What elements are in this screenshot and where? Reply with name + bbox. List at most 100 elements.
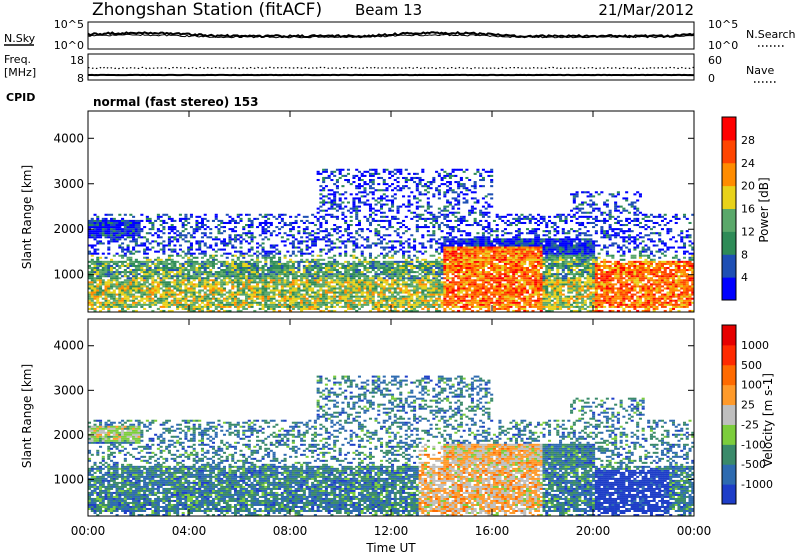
heatmap-cell <box>393 273 397 276</box>
heatmap-cell <box>371 285 375 288</box>
heatmap-cell <box>429 273 433 276</box>
heatmap-cell <box>490 273 494 276</box>
heatmap-cell <box>426 289 430 292</box>
heatmap-cell <box>415 172 419 175</box>
heatmap-cell <box>377 303 381 306</box>
heatmap-cell <box>195 248 199 251</box>
heatmap-cell <box>217 228 221 231</box>
heatmap-cell <box>399 283 403 286</box>
heatmap-cell <box>256 269 260 272</box>
heatmap-cell <box>374 305 378 308</box>
heatmap-cell <box>388 256 392 259</box>
heatmap-cell <box>473 248 477 251</box>
heatmap-cell <box>344 205 348 208</box>
heatmap-cell <box>399 297 403 300</box>
heatmap-cell <box>165 271 169 274</box>
heatmap-cell <box>112 254 116 257</box>
heatmap-cell <box>198 285 202 288</box>
heatmap-cell <box>275 262 279 265</box>
heatmap-cell <box>189 264 193 267</box>
heatmap-cell <box>236 234 240 237</box>
heatmap-cell <box>118 254 122 257</box>
heatmap-cell <box>280 285 284 288</box>
heatmap-cell <box>261 283 265 286</box>
heatmap-cell <box>470 242 474 245</box>
heatmap-cell <box>410 176 414 179</box>
heatmap-cell <box>399 279 403 282</box>
heatmap-cell <box>391 281 395 284</box>
heatmap-cell <box>443 271 447 274</box>
heatmap-cell <box>479 246 483 249</box>
heatmap-cell <box>402 256 406 259</box>
heatmap-cell <box>327 248 331 251</box>
heatmap-cell <box>451 228 455 231</box>
heatmap-cell <box>335 203 339 206</box>
heatmap-cell <box>379 207 384 210</box>
heatmap-cell <box>189 226 193 229</box>
heatmap-cell <box>382 215 386 218</box>
heatmap-cell <box>399 187 403 190</box>
heatmap-cell <box>355 303 359 306</box>
heatmap-cell <box>415 215 419 218</box>
heatmap-cell <box>311 273 315 276</box>
heatmap-cell <box>415 303 419 306</box>
heatmap-cell <box>126 303 130 306</box>
heatmap-cell <box>278 309 282 312</box>
heatmap-cell <box>490 197 494 200</box>
heatmap-cell <box>333 191 337 194</box>
heatmap-cell <box>286 291 290 294</box>
heatmap-cell <box>247 226 251 229</box>
heatmap-cell <box>407 244 411 247</box>
heatmap-cell <box>363 195 367 198</box>
heatmap-cell <box>192 232 196 235</box>
heatmap-cell <box>200 224 204 227</box>
heatmap-cell <box>313 305 317 308</box>
heatmap-cell <box>225 266 229 270</box>
heatmap-cell <box>333 199 337 202</box>
heatmap-cell <box>107 248 111 251</box>
heatmap-cell <box>432 264 436 267</box>
heatmap-cell <box>366 297 370 300</box>
heatmap-cell <box>492 240 496 243</box>
heatmap-cell <box>404 260 408 263</box>
heatmap-cell <box>245 264 249 267</box>
heatmap-cell <box>487 232 491 235</box>
heatmap-cell <box>459 240 463 243</box>
heatmap-cell <box>426 260 430 263</box>
heatmap-cell <box>104 226 108 229</box>
heatmap-cell <box>167 287 171 290</box>
heatmap-cell <box>391 295 395 298</box>
heatmap-cell <box>123 299 127 302</box>
heatmap-cell <box>132 246 136 249</box>
heatmap-cell <box>377 176 381 179</box>
heatmap-cell <box>311 240 315 243</box>
heatmap-cell <box>189 213 193 216</box>
heatmap-cell <box>437 295 441 298</box>
heatmap-cell <box>360 279 364 282</box>
heatmap-cell <box>415 207 419 210</box>
heatmap-cell <box>319 197 323 200</box>
heatmap-cell <box>145 232 149 235</box>
heatmap-cell <box>267 252 271 255</box>
heatmap-cell <box>470 248 474 251</box>
heatmap-cell <box>385 275 389 278</box>
heatmap-cell <box>468 287 472 290</box>
heatmap-cell <box>145 299 149 302</box>
heatmap-cell <box>261 293 265 296</box>
heatmap-cell <box>479 256 483 259</box>
heatmap-cell <box>261 248 265 251</box>
heatmap-cell <box>355 246 359 249</box>
heatmap-cell <box>335 178 339 182</box>
heatmap-cell <box>415 281 419 284</box>
heatmap-cell <box>344 301 348 304</box>
heatmap-cell <box>269 264 273 267</box>
heatmap-cell <box>476 305 480 308</box>
heatmap-cell <box>391 209 395 212</box>
heatmap-cell <box>470 283 474 286</box>
heatmap-cell <box>132 238 136 241</box>
heatmap-cell <box>269 297 273 300</box>
heatmap-cell <box>291 291 295 294</box>
heatmap-cell <box>374 291 378 294</box>
heatmap-cell <box>374 303 378 306</box>
heatmap-cell <box>484 297 488 300</box>
